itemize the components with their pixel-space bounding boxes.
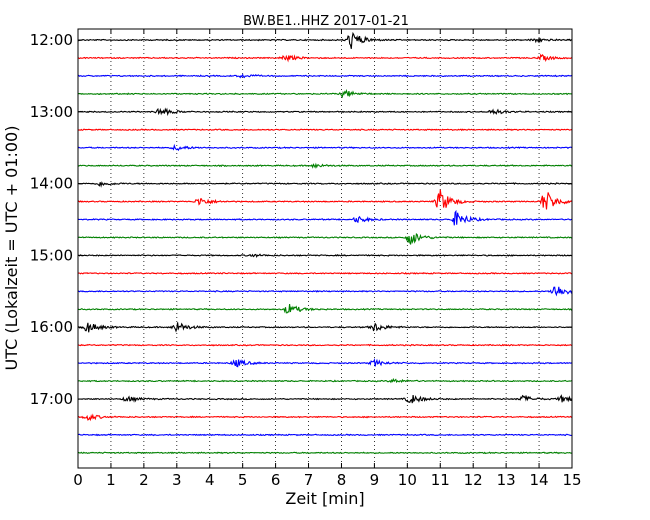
trace-1345 — [77, 162, 573, 169]
trace-1445 — [77, 232, 573, 245]
x-tick-label: 8 — [337, 471, 347, 489]
x-tick-label: 14 — [530, 471, 549, 489]
trace-1645 — [77, 377, 573, 384]
y-axis-label: UTC (Lokalzeit = UTC + 01:00) — [2, 126, 21, 371]
trace-1230 — [77, 73, 573, 79]
x-tick-label: 13 — [497, 471, 516, 489]
trace-1315 — [77, 128, 573, 132]
x-tick-label: 3 — [172, 471, 182, 489]
axis-ticks: 0 1 2 3 4 5 6 7 8 9 10 11 12 13 14 1512:0013:0014:0015:… — [30, 29, 582, 489]
trace-1300 — [77, 107, 573, 117]
trace-1330 — [77, 143, 573, 152]
trace-1245 — [77, 88, 573, 99]
trace-1200 — [77, 31, 573, 49]
trace-1615 — [77, 343, 573, 347]
x-tick-label: 7 — [304, 471, 314, 489]
plot-frame — [77, 28, 573, 469]
trace-1600 — [77, 322, 573, 333]
trace-1215 — [77, 53, 573, 63]
chart-title: BW.BE1..HHZ 2017-01-21 — [243, 14, 409, 29]
trace-1400 — [77, 181, 573, 188]
trace-1515 — [77, 271, 573, 275]
trace-1700 — [77, 394, 573, 404]
y-tick-label: 15:00 — [30, 246, 73, 264]
x-tick-label: 1 — [106, 471, 116, 489]
trace-1630 — [77, 357, 573, 368]
y-tick-label: 12:00 — [30, 31, 73, 49]
traces — [77, 31, 573, 455]
x-tick-label: 4 — [205, 471, 215, 489]
trace-1745 — [77, 451, 573, 455]
x-tick-label: 0 — [73, 471, 83, 489]
x-tick-label: 10 — [398, 471, 417, 489]
trace-1730 — [77, 433, 573, 437]
y-tick-label: 16:00 — [30, 318, 73, 336]
trace-1530 — [77, 286, 573, 297]
x-axis-label: Zeit [min] — [285, 489, 364, 508]
x-tick-label: 9 — [370, 471, 380, 489]
x-tick-label: 11 — [431, 471, 450, 489]
x-tick-label: 15 — [562, 471, 581, 489]
y-tick-label: 14:00 — [30, 175, 73, 193]
trace-1500 — [77, 253, 573, 259]
x-tick-label: 5 — [238, 471, 248, 489]
trace-1430 — [77, 209, 573, 226]
trace-1415 — [77, 189, 573, 210]
x-tick-label: 2 — [139, 471, 149, 489]
y-tick-label: 17:00 — [30, 390, 73, 408]
grid-lines — [110, 29, 540, 468]
x-tick-label: 6 — [271, 471, 281, 489]
trace-1715 — [77, 413, 573, 422]
trace-1545 — [77, 303, 573, 314]
x-tick-label: 12 — [464, 471, 483, 489]
y-tick-label: 13:00 — [30, 103, 73, 121]
